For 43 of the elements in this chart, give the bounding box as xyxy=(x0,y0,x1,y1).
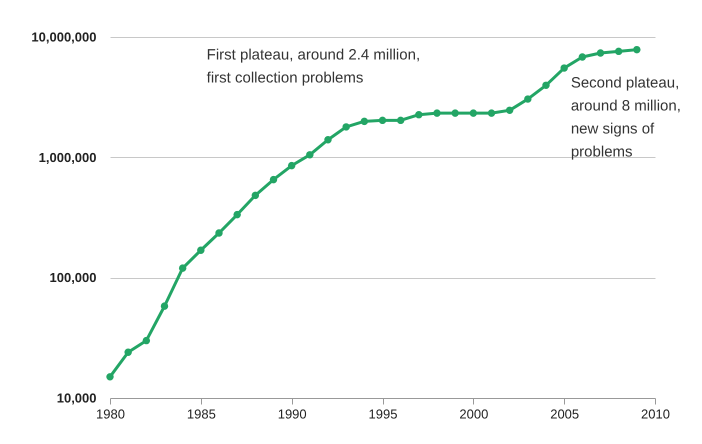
point xyxy=(578,53,586,61)
point xyxy=(506,106,514,114)
point xyxy=(270,176,278,184)
point xyxy=(524,95,532,103)
x-tick-label: 1980 xyxy=(96,406,125,422)
y-tick-label: 10,000,000 xyxy=(31,30,96,44)
point xyxy=(288,162,296,170)
point xyxy=(160,302,168,310)
y-tick-label: 10,000 xyxy=(56,390,96,406)
point xyxy=(306,151,314,158)
point xyxy=(324,136,332,144)
point xyxy=(451,109,459,117)
point xyxy=(178,264,186,272)
point xyxy=(542,82,550,89)
point xyxy=(488,109,496,117)
point xyxy=(252,192,260,200)
annotation: Second plateau, around 8 million, new signs of problems xyxy=(570,74,681,161)
y-tick-label: 1,000,000 xyxy=(38,150,96,165)
point xyxy=(342,123,350,131)
point xyxy=(106,373,114,381)
x-tick-label: 1985 xyxy=(186,406,216,422)
point xyxy=(233,210,241,218)
point xyxy=(596,49,604,57)
point xyxy=(614,48,622,56)
point xyxy=(560,64,568,72)
point xyxy=(360,118,368,126)
x-tick-label: 1990 xyxy=(278,406,307,422)
x-tick-label: 2005 xyxy=(550,406,580,422)
x-tick-label: 1995 xyxy=(368,406,398,422)
point xyxy=(396,116,404,124)
point xyxy=(433,109,441,117)
point xyxy=(124,348,132,356)
x-tick-label: 2000 xyxy=(459,406,488,422)
point xyxy=(470,109,478,117)
x-tick-label: 2010 xyxy=(641,406,670,422)
point xyxy=(197,246,205,254)
point xyxy=(415,111,423,118)
point xyxy=(633,46,641,54)
point xyxy=(378,116,386,124)
point xyxy=(215,229,223,237)
y-tick-label: 100,000 xyxy=(50,270,96,286)
point xyxy=(142,336,150,344)
annotation: First plateau, around 2.4 million, first collection problems xyxy=(206,46,420,86)
